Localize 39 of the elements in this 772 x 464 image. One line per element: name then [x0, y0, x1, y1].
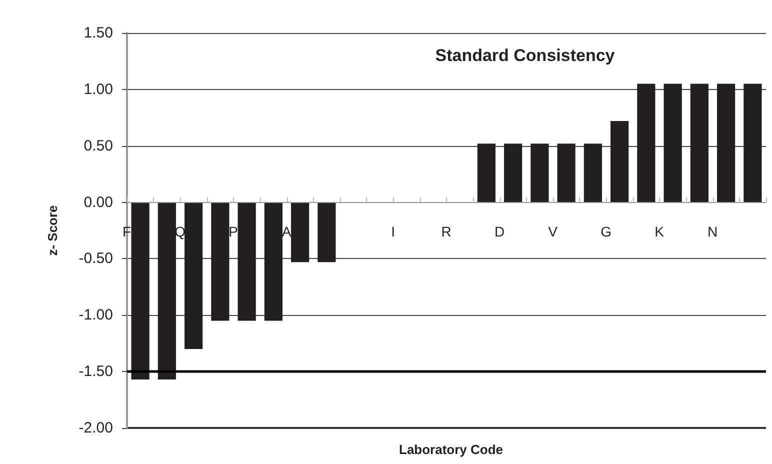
y-tick-label: 1.00 — [84, 80, 113, 98]
bar — [184, 202, 203, 349]
x-tick-label: I — [391, 223, 396, 240]
bar — [477, 144, 496, 202]
bar — [690, 84, 708, 202]
bar — [131, 202, 150, 380]
y-axis-title: z- Score — [45, 205, 60, 256]
bar — [557, 144, 576, 202]
bar — [504, 144, 522, 202]
y-tick-label: 1.50 — [84, 24, 113, 42]
y-tick-label: -1.50 — [78, 363, 113, 380]
x-tick-label: F — [122, 223, 132, 240]
y-tick-label: -2.00 — [78, 420, 113, 436]
bar — [610, 121, 629, 202]
bar — [318, 202, 336, 262]
y-tick-label: 0.50 — [84, 137, 113, 154]
y-tick-label: -1.00 — [78, 306, 113, 324]
bar — [637, 84, 656, 202]
y-tick-label: -0.50 — [78, 250, 113, 268]
bar — [238, 202, 256, 321]
text: Standard Consistency — [435, 46, 616, 65]
bar — [584, 144, 602, 202]
x-tick-label: D — [494, 223, 505, 240]
x-tick-label: R — [441, 223, 452, 240]
bar — [530, 144, 549, 202]
x-tick-label: P — [228, 223, 238, 240]
bar — [158, 202, 176, 380]
bar — [744, 84, 762, 202]
bar — [664, 84, 682, 202]
bar — [264, 202, 282, 321]
x-tick-label: N — [708, 223, 718, 240]
bar — [291, 202, 310, 262]
bar — [211, 202, 230, 321]
x-tick-label: G — [600, 223, 612, 240]
x-axis-title: Laboratory Code — [398, 442, 504, 457]
x-tick-label: V — [548, 223, 558, 240]
y-tick-label: 0.00 — [84, 194, 113, 211]
x-tick-label: K — [654, 223, 665, 240]
bar — [717, 84, 736, 202]
